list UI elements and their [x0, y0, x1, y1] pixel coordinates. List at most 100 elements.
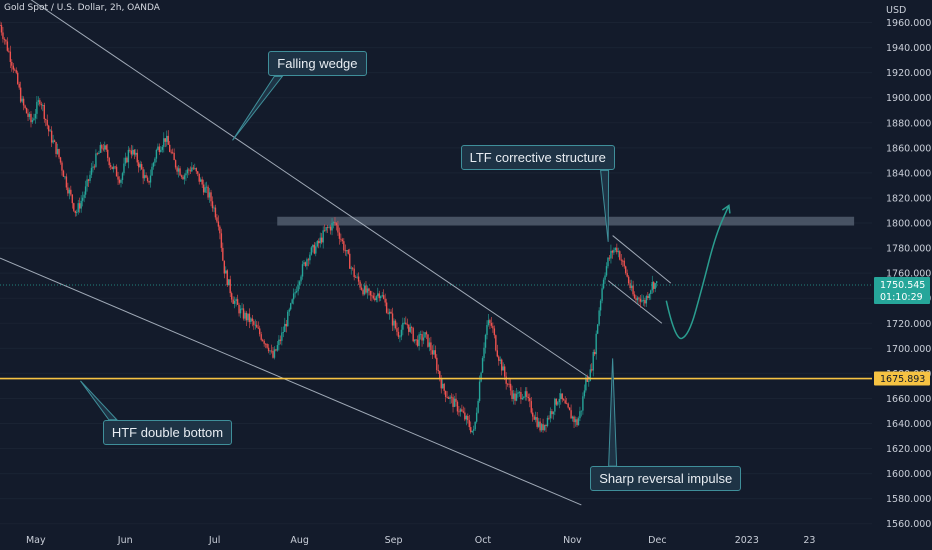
candle-body: [313, 244, 316, 254]
candle-body: [257, 327, 259, 329]
resistance-zone-layer: [277, 216, 855, 226]
candle-body: [45, 119, 47, 120]
candle-body: [239, 308, 242, 314]
candle-body: [121, 173, 124, 180]
candle-body: [68, 189, 71, 194]
candle-body: [276, 345, 279, 351]
candle-body: [467, 415, 469, 421]
candle-body: [601, 288, 603, 301]
candle-body: [557, 402, 559, 405]
candle-body: [580, 410, 583, 412]
candle-body: [543, 424, 546, 431]
time-tick-label: 23: [803, 535, 815, 546]
candle-body: [133, 149, 135, 155]
candle-body: [43, 105, 45, 120]
candle-body: [641, 300, 643, 302]
candle-body: [199, 179, 202, 182]
candle-body: [256, 324, 258, 328]
candle-body: [46, 119, 48, 126]
candle-body: [195, 168, 197, 172]
candle-body: [394, 320, 397, 329]
price-tick-label: 1700.000: [886, 344, 931, 355]
candle-body: [365, 285, 367, 293]
candle-body: [614, 247, 617, 250]
price-tick-label: 1940.000: [886, 43, 931, 54]
candle-body: [532, 412, 534, 417]
candle-body: [496, 350, 499, 357]
candle-body: [254, 324, 256, 326]
candle-body: [111, 166, 113, 170]
candle-body: [617, 251, 620, 253]
candle-body: [244, 312, 246, 319]
candle-body: [245, 312, 248, 321]
candle-body: [505, 376, 507, 384]
candle-body: [391, 313, 394, 326]
candle-body: [232, 299, 234, 304]
candle-body: [263, 340, 265, 344]
candle-body: [31, 120, 34, 123]
candle-body: [492, 325, 494, 329]
candle-body: [126, 157, 128, 163]
htf-double-bottom-callout[interactable]: HTF double bottom: [102, 419, 233, 445]
ltf-structure-callout[interactable]: LTF corrective structure: [460, 145, 615, 171]
candle-body: [30, 113, 32, 123]
candle-body: [524, 391, 527, 397]
candle-body: [453, 398, 456, 407]
candle-body: [104, 145, 106, 150]
candle-body: [204, 187, 206, 193]
candle-body: [62, 170, 65, 177]
sharp-reversal-callout[interactable]: Sharp reversal impulse: [590, 466, 742, 492]
candle-body: [377, 293, 379, 297]
candle-body: [374, 298, 376, 301]
candle-body: [142, 169, 144, 179]
candle-body: [157, 146, 159, 150]
candle-body: [151, 166, 153, 176]
candle-body: [567, 403, 569, 408]
candle-body: [512, 393, 515, 399]
candle-body: [310, 247, 313, 255]
time-tick-label: Nov: [563, 535, 582, 546]
support-price-label: 1675.893: [880, 374, 925, 385]
candle-body: [627, 276, 630, 284]
time-axis[interactable]: May Jun Jul Aug Sep Oct Nov Dec 2023 23: [26, 535, 815, 546]
candle-body: [124, 157, 127, 164]
candle-body: [341, 239, 344, 242]
candle-body: [261, 339, 264, 341]
candle-body: [295, 291, 298, 293]
candle-body: [270, 350, 273, 352]
ltf-structure-callout-tail: [600, 169, 610, 242]
candle-body: [332, 222, 335, 224]
candle-body: [444, 390, 447, 397]
candle-body: [300, 276, 302, 282]
candle-body: [161, 146, 164, 150]
candle-body: [610, 250, 612, 259]
ltf-channel-lower-line: [607, 280, 663, 324]
candle-body: [552, 411, 555, 415]
candle-body: [425, 332, 428, 335]
candle-body: [64, 176, 66, 178]
candle-body: [34, 113, 37, 119]
candle-body: [174, 160, 177, 168]
candle-body: [315, 246, 317, 254]
candle-body: [222, 247, 224, 261]
time-tick-label: May: [26, 535, 46, 546]
projection-path: [665, 205, 730, 340]
candle-body: [573, 416, 575, 423]
candle-body: [375, 296, 378, 301]
price-axis[interactable]: USD 1560.000 1580.000 1600.000 1620.000 1640.…: [872, 0, 932, 550]
candle-body: [518, 392, 521, 393]
candle-body: [511, 390, 513, 399]
candle-body: [626, 273, 628, 277]
time-tick-label: Jul: [208, 535, 220, 546]
candle-body: [411, 327, 413, 329]
candle-body: [458, 411, 460, 413]
candle-body: [515, 393, 518, 401]
candle-body: [558, 398, 560, 403]
candle-body: [353, 268, 355, 278]
candle-body: [329, 226, 332, 231]
candle-body: [354, 277, 357, 278]
candle-body: [6, 41, 9, 51]
falling-wedge-callout[interactable]: Falling wedge: [268, 51, 367, 77]
candle-body: [622, 260, 624, 262]
